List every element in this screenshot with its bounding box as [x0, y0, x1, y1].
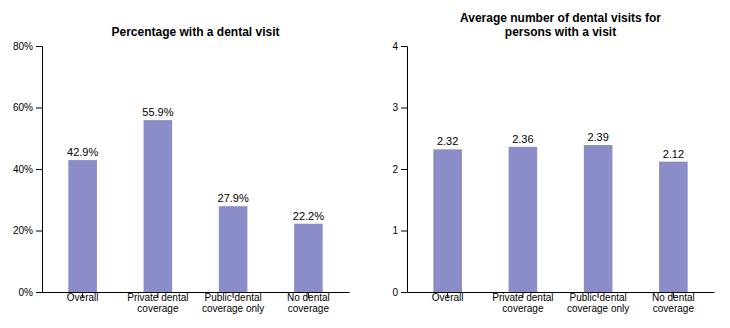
data-labels: 42.9% 55.9% 27.9% 22.2%	[67, 106, 324, 222]
tick: 60%	[13, 102, 42, 113]
tick-label: 3	[392, 102, 398, 113]
figure: 42.9% 55.9% 27.9% 22.2% 0% 20% 40% 60% 80% Overal…	[0, 0, 730, 328]
tick-label: 40%	[13, 164, 33, 175]
bar	[294, 224, 323, 292]
tick-label: 60%	[13, 102, 33, 113]
bar	[659, 162, 688, 292]
bar	[584, 145, 613, 292]
tick-label: No dentalcoverage	[652, 292, 695, 314]
tick-label: No dentalcoverage	[287, 292, 330, 314]
x-axis: Overall Private dentalcoverage Public dent…	[408, 292, 715, 314]
bars	[68, 120, 322, 292]
axis-line	[401, 47, 408, 293]
tick: Private dentalcoverage	[492, 292, 553, 314]
tick-label: 20%	[13, 225, 33, 236]
tick-mark	[36, 108, 42, 109]
tick: Public dentalcoverage only	[567, 292, 629, 314]
tick: 20%	[13, 225, 42, 236]
bar	[68, 160, 97, 292]
tick: Overall	[67, 292, 99, 303]
bar	[433, 149, 462, 292]
tick: 1	[392, 225, 407, 236]
tick: 40%	[13, 164, 42, 175]
tick-label: Public dentalcoverage only	[202, 292, 264, 314]
tick-label: Overall	[432, 292, 464, 303]
tick: 4	[392, 41, 407, 52]
tick: No dentalcoverage	[287, 292, 330, 314]
tick: 3	[392, 102, 407, 113]
tick: 2	[392, 164, 407, 175]
data-label: 2.12	[663, 148, 684, 160]
bar	[144, 120, 173, 292]
tick-label: 1	[392, 225, 398, 236]
tick-mark	[401, 46, 407, 47]
tick: No dentalcoverage	[652, 292, 695, 314]
data-label: 55.9%	[142, 106, 173, 118]
tick-mark	[401, 169, 407, 170]
tick-mark	[36, 46, 42, 47]
tick-mark	[401, 231, 407, 232]
bar	[219, 206, 248, 292]
data-label: 2.32	[437, 135, 458, 147]
tick-mark	[36, 292, 42, 293]
tick-mark	[36, 231, 42, 232]
tick-label: Private dentalcoverage	[127, 292, 188, 314]
x-axis: Overall Private dentalcoverage Public dent…	[43, 292, 350, 314]
bar	[509, 147, 538, 292]
tick-mark	[401, 292, 407, 293]
panel: 42.9% 55.9% 27.9% 22.2% 0% 20% 40% 60% 80% Overal…	[13, 25, 350, 314]
tick-mark	[36, 169, 42, 170]
tick-label: Overall	[67, 292, 99, 303]
title: Average number of dental visits forperso…	[460, 11, 661, 39]
panel: 2.32 2.36 2.39 2.12 0 1 2 3 4 Overall Private dent…	[392, 11, 714, 314]
tick: 80%	[13, 41, 42, 52]
axis-line	[36, 47, 43, 293]
tick-label: 0	[392, 287, 398, 298]
data-label: 42.9%	[67, 146, 98, 158]
data-label: 2.36	[512, 133, 533, 145]
tick-label: 2	[392, 164, 398, 175]
tick-mark	[401, 108, 407, 109]
tick: Public dentalcoverage only	[202, 292, 264, 314]
data-label: 22.2%	[293, 210, 324, 222]
tick: Private dentalcoverage	[127, 292, 188, 314]
bars	[433, 145, 687, 292]
tick-label: 4	[392, 41, 398, 52]
tick-label: 0%	[19, 287, 34, 298]
data-label: 2.39	[587, 131, 608, 143]
tick-label: 80%	[13, 41, 33, 52]
data-labels: 2.32 2.36 2.39 2.12	[437, 131, 684, 160]
tick: Overall	[432, 292, 464, 303]
tick: 0%	[19, 287, 42, 298]
y-axis: 0 1 2 3 4	[392, 41, 407, 298]
tick-label: Private dentalcoverage	[492, 292, 553, 314]
tick: 0	[392, 287, 407, 298]
tick-label: Public dentalcoverage only	[567, 292, 629, 314]
title: Percentage with a dental visit	[111, 25, 279, 39]
y-axis: 0% 20% 40% 60% 80%	[13, 41, 43, 298]
data-label: 27.9%	[218, 192, 249, 204]
